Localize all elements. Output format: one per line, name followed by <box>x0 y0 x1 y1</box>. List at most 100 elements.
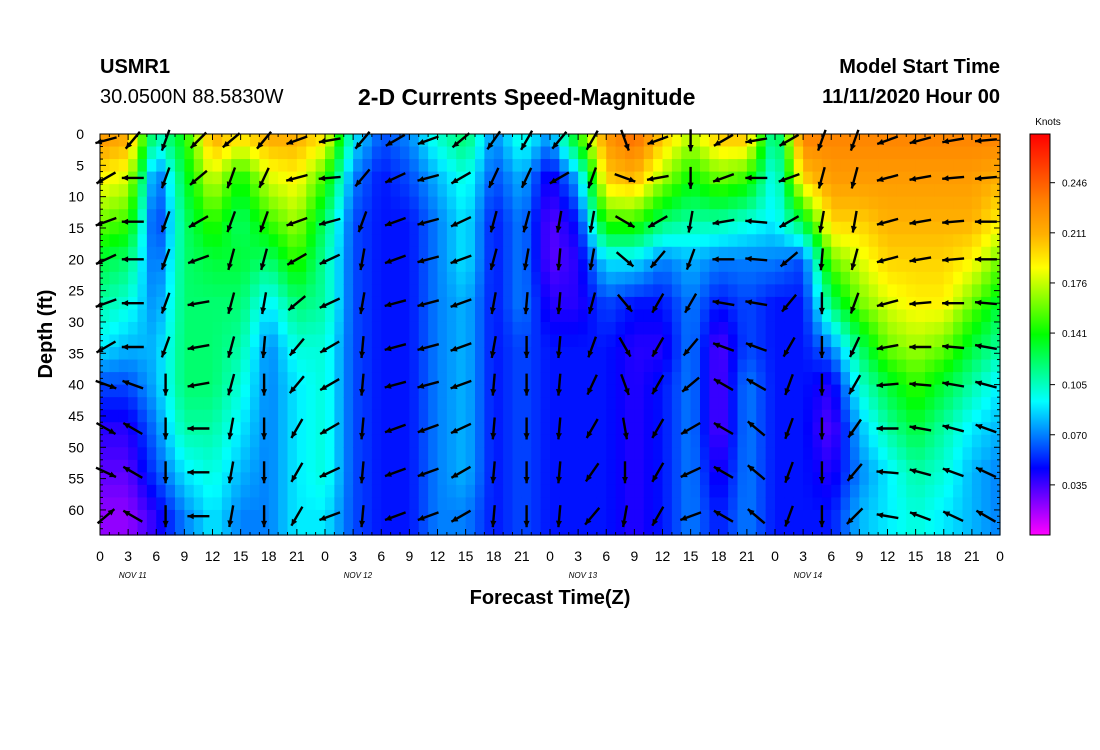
heat-cell <box>868 472 879 486</box>
heat-cell <box>221 321 232 336</box>
arrow-head <box>818 307 825 315</box>
heat-cell <box>971 459 982 473</box>
heat-cell <box>390 321 401 336</box>
heat-cell <box>812 321 823 336</box>
heat-cell <box>878 359 889 373</box>
heat-cell <box>653 234 664 248</box>
heat-cell <box>428 134 439 148</box>
arrow-head <box>650 261 658 268</box>
heat-cell <box>840 422 851 436</box>
heat-cell <box>784 447 795 461</box>
heat-cell <box>765 447 776 461</box>
heat-cell <box>475 384 485 398</box>
heat-cell <box>831 134 842 148</box>
arrow-head <box>682 385 689 392</box>
arrow-head <box>162 520 169 528</box>
heat-cell <box>456 284 467 298</box>
heat-cell <box>700 384 710 398</box>
heat-cell <box>250 497 260 511</box>
current-arrow <box>876 217 899 226</box>
heat-cell <box>784 309 795 323</box>
heat-cell <box>821 234 832 248</box>
x-tick-label: 6 <box>152 548 160 564</box>
current-arrow <box>779 251 799 268</box>
current-arrow <box>319 297 341 309</box>
heat-cell <box>259 484 270 499</box>
heat-cell <box>146 359 157 373</box>
heat-cell <box>765 509 776 524</box>
heat-cell <box>700 259 710 273</box>
heat-cell <box>700 422 710 436</box>
heat-cell <box>606 347 617 361</box>
heat-cell <box>887 159 898 173</box>
heat-cell <box>840 321 851 336</box>
heat-cell <box>156 484 167 499</box>
heat-cell <box>296 309 307 323</box>
heat-cell <box>100 184 110 198</box>
heat-cell <box>400 209 410 223</box>
heat-cell <box>400 309 410 323</box>
heat-cell <box>981 184 992 198</box>
heat-cell <box>925 522 935 536</box>
heat-cell <box>943 422 954 436</box>
arrow-head <box>647 139 655 145</box>
heat-cell <box>465 209 476 223</box>
arrow-head <box>712 219 720 226</box>
heat-cell <box>493 484 504 499</box>
heat-cell <box>990 384 1001 398</box>
heat-cell <box>540 409 551 423</box>
heat-cell <box>118 484 129 499</box>
heat-cell <box>503 246 514 260</box>
heat-cell <box>306 497 317 511</box>
heat-cell <box>559 246 570 260</box>
heat-cell <box>709 321 720 336</box>
heat-cell <box>428 246 439 260</box>
current-arrow <box>260 292 268 315</box>
heat-cell <box>803 209 814 223</box>
heat-cell <box>296 509 307 524</box>
heat-cell <box>146 497 157 511</box>
heat-cell <box>156 196 167 210</box>
heat-cell <box>681 372 692 386</box>
heat-cell <box>906 196 917 210</box>
current-arrow <box>160 167 171 189</box>
arrow-head <box>876 301 884 308</box>
heat-cell <box>221 296 232 311</box>
arrow-head <box>712 256 719 263</box>
heat-cell <box>493 497 504 511</box>
heat-cell <box>803 259 814 273</box>
x-tick-label: 21 <box>964 548 980 564</box>
heat-cell <box>371 347 382 361</box>
heat-cell <box>878 497 889 511</box>
arrow-head <box>713 423 721 429</box>
heat-cell <box>231 296 242 311</box>
heat-cell <box>531 296 542 311</box>
heat-cell <box>831 472 842 486</box>
heat-cell <box>240 497 251 511</box>
arrow-head <box>652 305 659 313</box>
heat-cell <box>671 434 682 448</box>
arrow-head <box>745 138 753 145</box>
heat-cell <box>643 321 654 336</box>
current-arrow <box>450 509 472 523</box>
heat-cell <box>840 447 851 461</box>
heat-cell <box>165 171 176 185</box>
heat-cell <box>981 397 992 411</box>
heat-cell <box>915 184 926 198</box>
heat-cell <box>353 321 364 336</box>
heat-cell <box>231 259 242 273</box>
arrow-head <box>975 137 982 144</box>
heat-cell <box>868 434 879 448</box>
heat-cell <box>231 271 242 285</box>
heat-cell <box>512 434 523 448</box>
heat-cell <box>240 309 251 323</box>
heat-cell <box>559 409 570 423</box>
current-arrow <box>290 462 304 483</box>
heat-cell <box>690 209 701 223</box>
heat-cell <box>568 146 579 160</box>
heat-cell <box>915 209 926 223</box>
heat-cell <box>418 234 429 248</box>
heat-cell <box>943 234 954 248</box>
heat-cell <box>840 409 851 423</box>
heat-cell <box>540 397 551 411</box>
